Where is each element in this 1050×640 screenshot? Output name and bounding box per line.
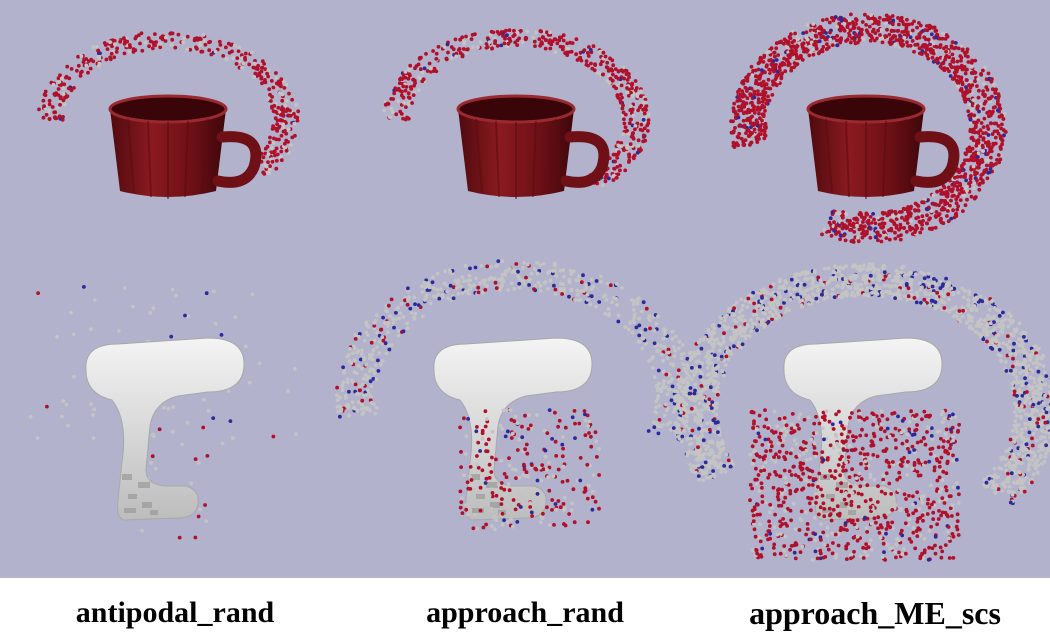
- grasp-point-clouds-front: [458, 408, 961, 562]
- grasp-point-clouds: [28, 12, 1050, 540]
- mug-object-col3: [808, 96, 954, 199]
- drill-object-col2: [433, 337, 593, 521]
- mug-object-col2: [458, 96, 604, 199]
- objects-layer: [85, 96, 954, 521]
- column-label-approach-me-scs: approach_ME_scs: [749, 595, 1001, 631]
- drill-object-col1: [85, 337, 245, 521]
- column-label-antipodal-rand: antipodal_rand: [75, 596, 275, 629]
- mug-object-col1: [110, 96, 256, 199]
- column-label-approach-rand: approach_rand: [426, 596, 624, 629]
- scene-canvas: [0, 0, 1050, 578]
